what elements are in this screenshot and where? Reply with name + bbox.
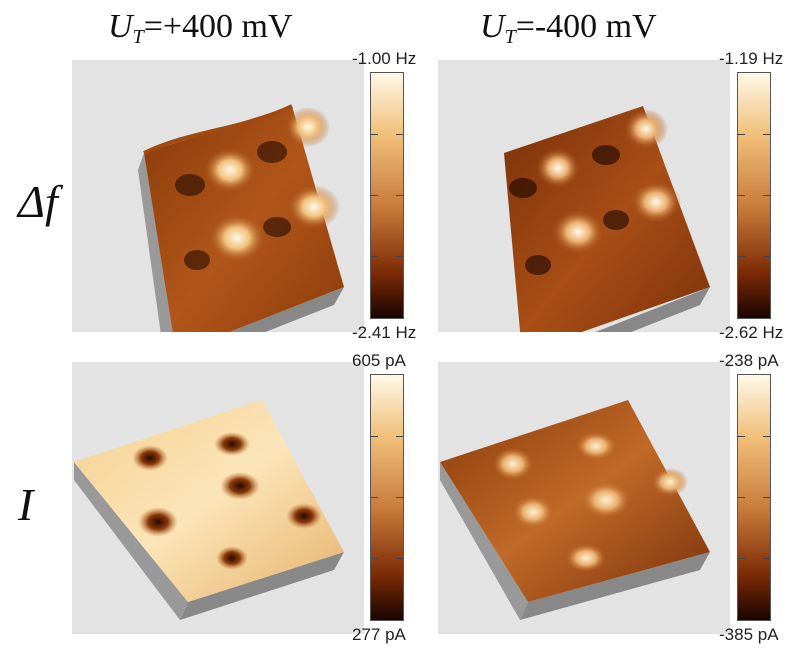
column-title-negative-bias: UT=-400 mV: [480, 8, 657, 48]
colorbar-min-label: 277 pA: [352, 625, 406, 644]
colorbar-df-negative: [737, 72, 771, 319]
colorbar-min-label: -2.41 Hz: [352, 323, 417, 342]
dark-pits: [175, 141, 291, 270]
dark-pits: [132, 432, 322, 570]
surface-plot-current-negative: [438, 362, 730, 634]
bright-spots: [536, 109, 681, 254]
column-title-positive-bias: UT=+400 mV: [108, 8, 293, 48]
colorbar-min-label: -2.62 Hz: [719, 323, 784, 342]
row-label-current: I: [18, 479, 34, 530]
colorbar-max-label: -1.00 Hz: [352, 49, 417, 68]
surface-plot-df-negative: [438, 60, 730, 332]
colorbar-max-label: 605 pA: [352, 351, 406, 370]
surface-plot-current-positive: [72, 362, 364, 634]
colorbar-current-positive: [370, 374, 404, 621]
colorbar-max-label: -1.19 Hz: [719, 49, 784, 68]
colorbar-df-positive: [370, 72, 404, 319]
colorbar-max-label: -238 pA: [719, 351, 779, 370]
colorbar-current-negative: [737, 374, 771, 621]
dark-pits: [509, 145, 629, 275]
colorbar-min-label: -385 pA: [719, 625, 779, 644]
row-label-frequency-shift: Δf: [18, 176, 58, 227]
bright-spots: [493, 432, 688, 572]
surface-plot-df-positive: [72, 60, 364, 332]
bright-spots: [204, 107, 340, 262]
